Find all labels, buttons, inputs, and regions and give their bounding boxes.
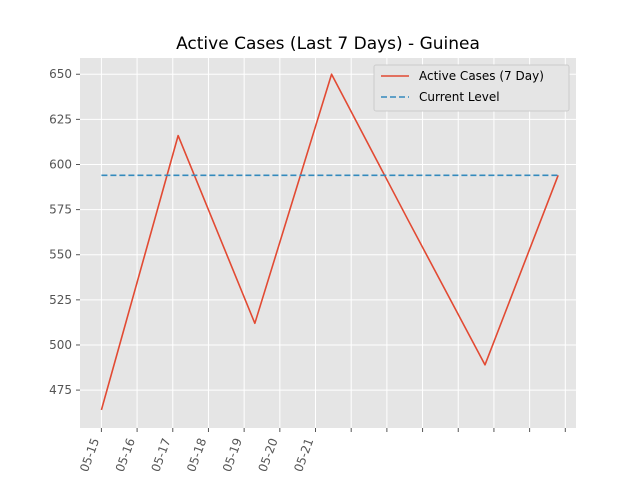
legend-box — [373, 64, 570, 112]
x-tick-label: 05-17 — [149, 436, 174, 474]
plot-background — [80, 58, 576, 428]
y-tick-label: 625 — [49, 112, 72, 126]
y-tick-label: 575 — [49, 203, 72, 217]
series-line-active-cases — [100, 73, 559, 411]
x-tick-label: 05-21 — [291, 436, 316, 474]
axis-ticks: 05-15 05-16 05-17 05-18 05-19 05-20 05-21 475 50… — [49, 67, 566, 474]
y-tick-label: 475 — [49, 383, 72, 397]
legend: Active Cases (7 Day) Current Level — [373, 64, 570, 112]
x-tick-label: 05-18 — [184, 436, 209, 474]
x-tick-label: 05-19 — [220, 436, 245, 474]
x-tick-label: 05-15 — [77, 436, 102, 474]
chart-title: Active Cases (Last 7 Days) - Guinea — [176, 34, 480, 54]
y-tick-label: 550 — [49, 248, 72, 262]
y-tick-label: 500 — [49, 338, 72, 352]
legend-label-active-cases: Active Cases (7 Day) — [419, 69, 544, 83]
x-tick-label: 05-20 — [256, 436, 281, 474]
x-tick-label: 05-16 — [113, 436, 138, 474]
y-tick-label: 525 — [49, 293, 72, 307]
y-tick-label: 600 — [49, 157, 72, 171]
legend-label-current-level: Current Level — [419, 90, 500, 104]
series-lines — [100, 73, 559, 411]
y-tick-label: 650 — [49, 67, 72, 81]
